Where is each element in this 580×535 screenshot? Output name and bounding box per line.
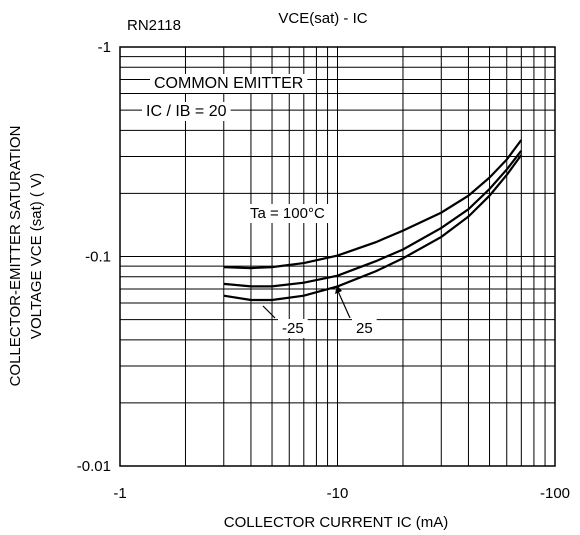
y-tick-label: -0.01 xyxy=(77,458,111,475)
series-line xyxy=(224,155,522,300)
ic-ib-ratio-label: IC / IB = 20 xyxy=(146,103,227,120)
x-tick-label: -1 xyxy=(113,485,126,502)
ta-25-leader xyxy=(337,289,350,318)
ta-minus25-leader xyxy=(263,306,275,318)
x-tick-label: -100 xyxy=(540,485,570,502)
labels-group: COMMON EMITTER IC / IB = 20 Ta = 100°C 25 -2… xyxy=(142,74,377,338)
ta-25-label-group: 25 xyxy=(352,319,377,338)
ta-25-label: 25 xyxy=(356,320,373,337)
ta-minus25-label: -25 xyxy=(282,320,304,337)
common-emitter-label: COMMON EMITTER xyxy=(154,75,303,92)
chart-title: VCE(sat) - IC xyxy=(278,10,367,27)
x-tick-label: -10 xyxy=(327,485,349,502)
common-emitter-label-group: COMMON EMITTER xyxy=(150,74,307,93)
ta-100-label: Ta = 100°C xyxy=(250,205,325,222)
y-tick-label: -1 xyxy=(98,39,111,56)
x-axis-label: COLLECTOR CURRENT IC (mA) xyxy=(224,514,448,531)
ic-ib-ratio-label-group: IC / IB = 20 xyxy=(142,102,231,121)
y-axis-label-line1: COLLECTOR-EMITTER SATURATION xyxy=(7,126,24,387)
y-tick-label: -0.1 xyxy=(85,249,111,266)
part-number-label: RN2118 xyxy=(127,17,181,34)
ta-100-label-group: Ta = 100°C xyxy=(246,204,329,223)
ta-minus25-label-group: -25 xyxy=(278,319,308,338)
y-axis-label-line2: VOLTAGE VCE (sat) ( V) xyxy=(28,173,45,339)
